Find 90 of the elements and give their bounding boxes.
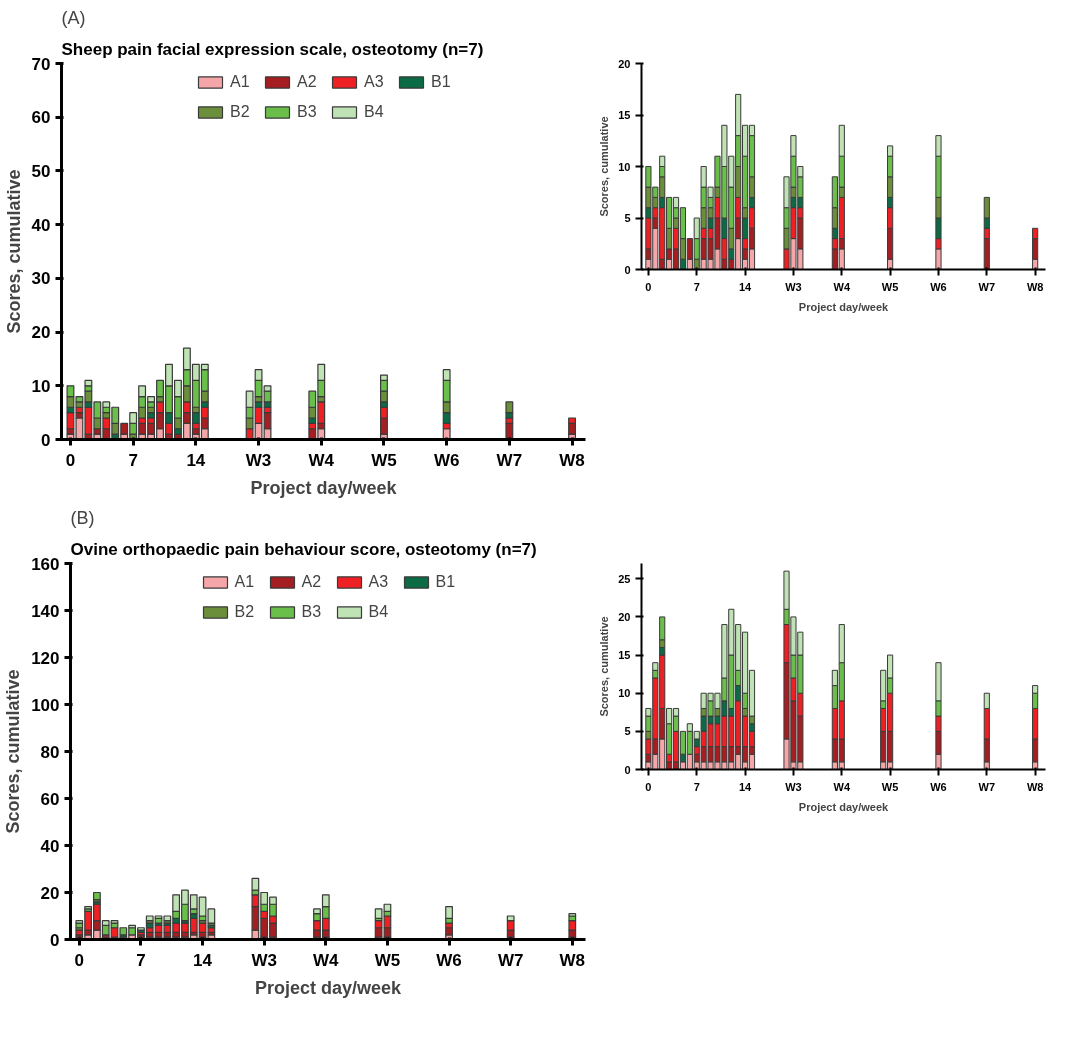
legend-label: B4: [364, 103, 384, 121]
y-tick-label: 5: [624, 725, 631, 738]
x-tick-label: W5: [374, 950, 401, 970]
y-tick-label: 10: [618, 160, 631, 173]
x-tick-label: W4: [833, 780, 851, 793]
legend-label: A1: [230, 73, 250, 91]
y-tick-label: 0: [624, 263, 631, 276]
x-tick-label: W5: [371, 450, 397, 470]
y-tick-label: 160: [31, 554, 60, 574]
y-tick-label: 5: [624, 212, 631, 224]
x-tick-label: 7: [693, 280, 700, 293]
y-tick-label: 30: [31, 269, 51, 289]
x-tick-label: 7: [136, 950, 146, 970]
x-tick-label: W8: [559, 450, 585, 470]
x-axis-title: Project day/week: [798, 800, 890, 813]
chart-title: Ovine orthopaedic pain behaviour score, osteotomy (n=7): [70, 539, 537, 559]
chart-title: Sheep pain facial expression scale, osteotomy (n=7): [61, 39, 484, 59]
y-tick-label: 0: [41, 430, 51, 450]
x-tick-label: 0: [645, 280, 652, 293]
legend-label: B3: [297, 103, 317, 121]
x-tick-label: 0: [645, 780, 652, 793]
x-tick-label: W8: [1026, 280, 1044, 293]
text: (B): [70, 507, 95, 528]
y-tick-label: 60: [40, 789, 60, 809]
legend-label: B4: [368, 603, 389, 621]
x-tick-label: W7: [496, 450, 523, 470]
x-axis-title: Project day/week: [254, 977, 403, 998]
x-tick-label: W7: [497, 950, 524, 970]
y-tick-label: 40: [31, 215, 51, 235]
y-tick-label: 0: [624, 763, 631, 776]
y-tick-label: 20: [40, 883, 60, 903]
legend-label: B2: [234, 603, 255, 621]
x-tick-label: 0: [65, 450, 76, 470]
y-tick-label: 0: [50, 930, 60, 950]
legend-label: A1: [234, 573, 255, 591]
x-tick-label: W3: [785, 780, 802, 793]
legend-label: A2: [301, 573, 322, 591]
y-tick-label: 25: [618, 572, 631, 585]
y-tick-label: 40: [40, 836, 60, 856]
y-tick-label: 15: [618, 649, 631, 662]
legend-label: B1: [431, 73, 451, 91]
x-tick-label: 7: [128, 450, 138, 470]
y-tick-label: 100: [31, 695, 60, 715]
text: (A): [61, 7, 86, 28]
x-tick-label: W5: [881, 280, 899, 293]
x-axis-title: Project day/week: [798, 300, 890, 313]
y-tick-label: 20: [618, 610, 631, 623]
y-tick-label: 80: [40, 742, 60, 762]
x-tick-label: W6: [436, 950, 462, 970]
x-tick-label: 0: [74, 950, 85, 970]
x-tick-label: W4: [308, 450, 335, 470]
legend-label: B2: [230, 103, 250, 121]
x-tick-label: W4: [833, 280, 851, 293]
y-tick-label: 15: [618, 109, 631, 121]
x-tick-label: 7: [693, 780, 700, 793]
x-tick-label: W7: [978, 780, 996, 793]
x-tick-label: W8: [559, 950, 586, 970]
x-tick-label: W7: [978, 280, 996, 293]
x-tick-label: W5: [881, 780, 899, 793]
legend-label: A2: [297, 73, 317, 91]
x-axis-title: Project day/week: [250, 477, 398, 498]
y-axis-title: Scores, cumulative: [598, 116, 611, 217]
y-tick-label: 10: [618, 687, 631, 700]
x-tick-label: W8: [1026, 780, 1044, 793]
legend-label: A3: [364, 73, 384, 91]
x-tick-label: W6: [433, 450, 460, 470]
x-tick-label: W3: [251, 950, 277, 970]
y-tick-label: 20: [31, 323, 51, 343]
y-tick-label: 140: [31, 601, 60, 621]
legend-label: A3: [368, 573, 389, 591]
x-tick-label: W6: [930, 280, 947, 293]
x-tick-label: W3: [245, 450, 272, 470]
x-tick-label: W4: [313, 950, 340, 970]
y-axis-title: Scores, cumulative: [3, 669, 24, 834]
y-tick-label: 20: [618, 57, 631, 70]
x-tick-label: W3: [785, 280, 802, 293]
y-tick-label: 50: [31, 161, 51, 181]
legend-label: B3: [301, 603, 322, 621]
x-tick-label: 14: [738, 280, 753, 293]
x-tick-label: 14: [738, 780, 753, 793]
y-tick-label: 70: [31, 54, 51, 74]
x-tick-label: W6: [930, 780, 947, 793]
x-tick-label: 14: [193, 950, 213, 970]
y-tick-label: 10: [31, 376, 51, 396]
y-tick-label: 120: [31, 648, 60, 668]
x-tick-label: 14: [186, 450, 206, 470]
y-tick-label: 60: [31, 108, 51, 128]
legend-label: B1: [435, 573, 456, 591]
y-axis-title: Scores, cumulative: [3, 169, 24, 334]
y-axis-title: Scores, cumulative: [598, 616, 611, 717]
